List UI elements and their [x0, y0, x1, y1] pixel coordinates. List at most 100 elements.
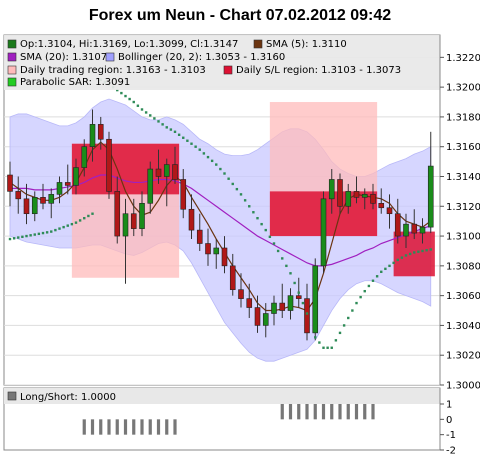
legend-swatch	[7, 52, 17, 62]
y-tick-label: 1.3220	[446, 53, 480, 64]
sar-dot	[239, 193, 243, 196]
sar-dot	[231, 182, 234, 186]
candle-down	[370, 194, 376, 204]
sar-dot	[363, 289, 366, 293]
sar-dot	[116, 88, 119, 92]
sar-dot	[425, 249, 428, 252]
sub-y-tick-label: 1	[446, 400, 452, 411]
candle-up	[262, 313, 269, 326]
sar-dot	[37, 232, 41, 236]
sar-dot	[396, 258, 399, 262]
sma5-line	[9, 141, 432, 312]
sar-dot	[120, 91, 123, 95]
y-tick-label: 1.3140	[446, 172, 480, 183]
candle-down	[15, 191, 22, 200]
long-short-bar	[371, 404, 375, 420]
sar-dot	[355, 301, 358, 305]
sar-dot	[264, 228, 267, 232]
sar-dot	[285, 264, 288, 268]
candle-down	[411, 223, 418, 234]
legend-swatch	[7, 39, 17, 49]
sar-dot	[161, 123, 164, 126]
candle-down	[155, 168, 162, 177]
candle-up	[81, 146, 88, 168]
candle-down	[180, 179, 187, 210]
sar-dot	[58, 227, 61, 230]
sar-dot	[235, 187, 239, 191]
legend: Op:1.3104, Hi:1.3169, Lo:1.3099, Cl:1.31…	[7, 39, 401, 88]
sar-dot	[326, 346, 329, 349]
candle-down	[238, 289, 244, 299]
candle-up	[427, 165, 434, 228]
sar-dot	[169, 128, 173, 131]
candle-up	[73, 167, 79, 186]
sar-dot	[388, 264, 391, 268]
long-short-legend-box	[4, 388, 440, 404]
sar-dot	[91, 212, 94, 215]
legend-box	[4, 35, 440, 90]
candle-up	[89, 124, 96, 148]
sar-dot	[413, 251, 416, 254]
long-short-bar	[338, 404, 342, 420]
long-short-bar	[280, 404, 284, 420]
candle-down	[196, 229, 203, 244]
long-short-bar	[115, 419, 119, 435]
candle-up	[320, 198, 327, 267]
long-short-bar	[148, 419, 152, 435]
candle-down	[114, 191, 121, 237]
sar-dot	[215, 163, 218, 166]
long-short-bar	[305, 404, 309, 420]
sar-dot	[408, 252, 412, 256]
sar-dot	[243, 199, 247, 202]
sar-dot	[17, 236, 20, 239]
candle-down	[40, 197, 46, 204]
sar-dot	[392, 261, 395, 265]
sar-dot	[128, 97, 131, 101]
candle-up	[287, 295, 294, 311]
sar-dot	[149, 114, 152, 117]
sar-dot	[21, 235, 24, 239]
sar-dot	[202, 152, 206, 155]
sar-dot	[314, 336, 317, 339]
sar-dot	[417, 250, 420, 253]
long-short-bar	[90, 419, 95, 435]
sar-dot	[276, 249, 280, 253]
sar-dot	[66, 224, 69, 227]
y-tick-label: 1.3100	[446, 232, 480, 243]
sar-dot	[198, 148, 201, 151]
sar-dot	[194, 145, 197, 148]
sar-dot	[330, 346, 333, 349]
sl-region	[71, 143, 180, 195]
candle-up	[419, 226, 426, 234]
legend-entry: Daily S/L region: 1.3103 - 1.3073	[236, 65, 401, 76]
sar-dot	[375, 275, 379, 278]
y-tick-label: 1.3060	[446, 291, 480, 302]
sar-dot	[347, 316, 350, 320]
y-axis: 1.3220 1.3200 1.3180 1.3160 1.3140 1.3120 1.31…	[439, 35, 480, 392]
sar-dot	[210, 159, 214, 163]
candle-up	[48, 194, 55, 204]
sar-dot	[50, 230, 53, 233]
legend-swatch	[7, 65, 17, 75]
long-short-y-axis: 1 0 -1 -2	[439, 388, 456, 457]
sar-dot	[132, 100, 135, 104]
long-short-bar	[132, 419, 136, 435]
sar-dot	[182, 136, 185, 139]
candle-down	[394, 213, 401, 237]
legend-entry: Op:1.3104, Hi:1.3169, Lo:1.3099, Cl:1.31…	[20, 39, 238, 50]
y-tick-label: 1.3180	[446, 112, 480, 123]
sar-dot	[157, 120, 160, 123]
legend-entry: SMA (5): 1.3110	[266, 39, 347, 50]
y-tick-label: 1.3020	[446, 351, 480, 362]
long-short-bar	[165, 419, 169, 435]
sar-dot	[272, 242, 276, 245]
main-plot	[4, 56, 440, 385]
sar-dot	[371, 279, 375, 282]
candle-up	[56, 182, 63, 195]
legend-swatch	[253, 39, 263, 49]
long-short-bar	[346, 404, 350, 420]
long-short-bar	[363, 404, 367, 420]
candle-down	[221, 247, 228, 267]
sar-dot	[305, 312, 309, 315]
sub-y-tick-label: 0	[446, 415, 452, 426]
